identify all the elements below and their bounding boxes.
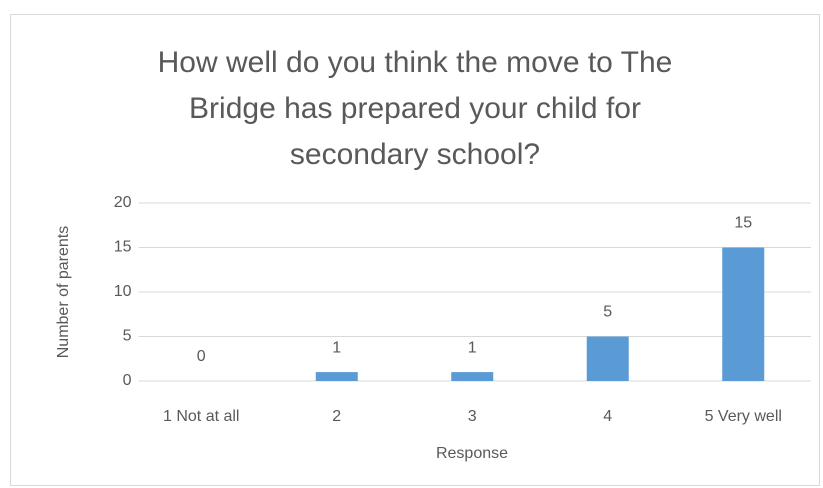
chart-title: How well do you think the move to The Br…	[157, 46, 673, 171]
chart-border	[10, 14, 820, 486]
bar	[451, 372, 494, 381]
data-label: 5	[603, 304, 612, 321]
y-tick-label: 10	[114, 283, 132, 300]
x-tick-label: 4	[603, 408, 612, 425]
x-tick-label: 1 Not at all	[163, 408, 239, 425]
y-tick-label: 5	[123, 328, 132, 345]
y-tick-label: 20	[114, 194, 132, 211]
x-tick-label: 5 Very well	[705, 408, 782, 425]
y-tick-label: 0	[123, 372, 132, 389]
x-axis-label: Response	[436, 445, 508, 462]
y-axis-label: Number of parents	[55, 226, 72, 359]
bar	[586, 336, 629, 381]
x-tick-label: 3	[468, 408, 477, 425]
data-label: 0	[197, 348, 206, 365]
y-tick-label: 15	[114, 239, 132, 256]
bar	[722, 247, 765, 381]
x-tick-label: 2	[332, 408, 341, 425]
data-label: 1	[332, 339, 341, 356]
bar	[315, 372, 358, 381]
data-label: 1	[468, 339, 477, 356]
data-label: 15	[734, 215, 752, 232]
